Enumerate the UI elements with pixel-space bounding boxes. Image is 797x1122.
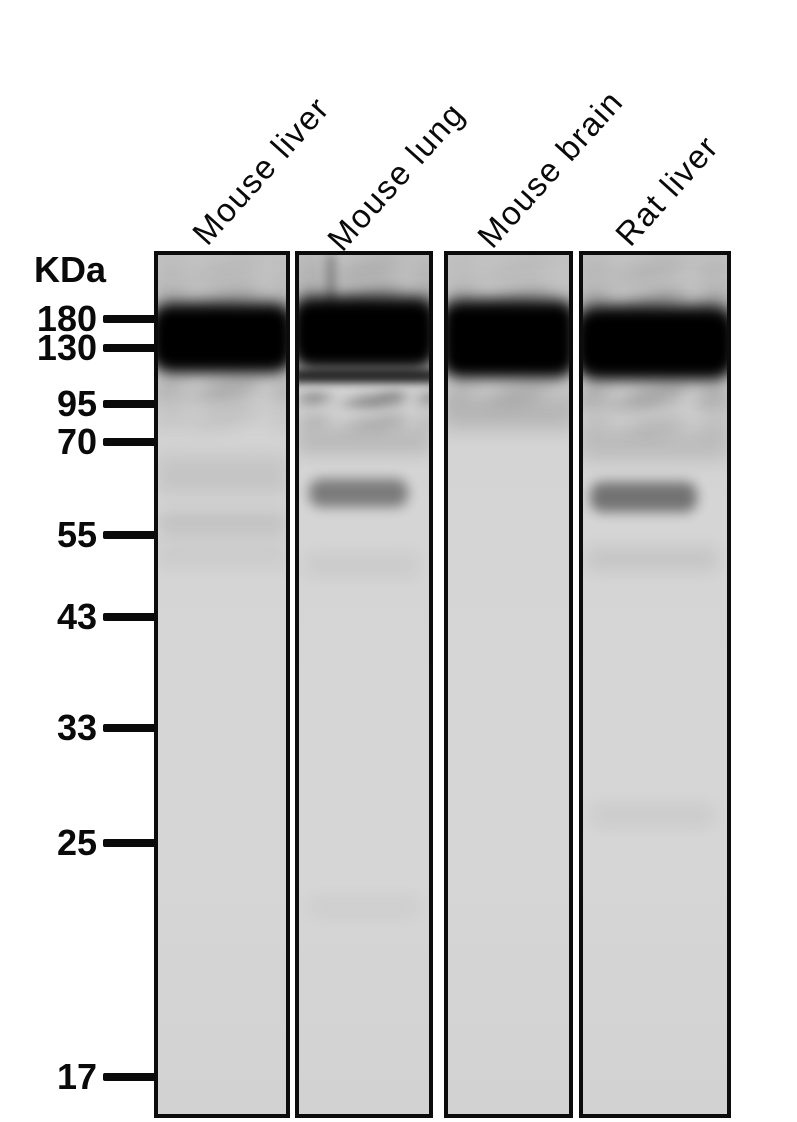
lane-panel-4	[579, 251, 731, 1118]
lane-panel-1	[154, 251, 290, 1118]
lane-label-1: Mouse liver	[185, 89, 337, 252]
lane-label-4: Rat liver	[608, 127, 726, 253]
marker-tick-130	[103, 344, 156, 352]
marker-tick-43	[103, 613, 156, 621]
marker-tick-55	[103, 531, 156, 539]
marker-tick-180	[103, 315, 156, 323]
lane-panel-2	[295, 251, 433, 1118]
blot-band	[304, 554, 419, 576]
blot-band	[590, 482, 697, 512]
blot-band	[299, 429, 429, 453]
blot-band	[299, 369, 429, 383]
marker-label-25: 25	[56, 822, 97, 863]
blot-band	[309, 479, 409, 507]
blot-band	[158, 455, 286, 495]
lane-label-2: Mouse lung	[320, 94, 472, 258]
blot-band	[327, 255, 335, 306]
blot-band	[158, 371, 286, 399]
marker-label-43: 43	[56, 596, 97, 637]
marker-tick-70	[103, 438, 156, 446]
blot-band	[448, 376, 569, 402]
blot-band	[158, 542, 286, 566]
marker-label-55: 55	[56, 514, 97, 555]
marker-tick-95	[103, 400, 156, 408]
blot-band	[448, 300, 569, 378]
blot-band	[583, 306, 727, 380]
marker-label-130: 130	[36, 327, 97, 368]
blot-band	[158, 397, 286, 427]
blot-band	[448, 400, 569, 428]
blot-band	[158, 255, 286, 303]
blot-band	[299, 255, 429, 300]
blot-band	[158, 512, 286, 534]
marker-label-95: 95	[56, 383, 97, 424]
blot-band	[583, 433, 727, 459]
blot-band	[158, 303, 286, 373]
blot-band	[448, 255, 569, 301]
kda-unit-label: KDa	[34, 249, 107, 290]
marker-label-70: 70	[56, 421, 97, 462]
lane-panel-3	[444, 251, 573, 1118]
marker-label-33: 33	[56, 707, 97, 748]
blot-band	[309, 898, 419, 916]
marker-tick-17	[103, 1073, 156, 1081]
lane-label-3: Mouse brain	[470, 82, 631, 255]
marker-tick-33	[103, 724, 156, 732]
blot-band	[583, 255, 727, 308]
blot-band	[591, 804, 713, 826]
blot-band	[583, 379, 727, 409]
blot-band	[299, 297, 429, 369]
marker-label-180: 180	[36, 298, 97, 339]
marker-label-17: 17	[56, 1056, 97, 1097]
blot-band	[299, 385, 429, 407]
marker-tick-25	[103, 839, 156, 847]
blot-band	[299, 407, 429, 429]
blot-band	[583, 408, 727, 434]
blot-band	[585, 548, 719, 570]
